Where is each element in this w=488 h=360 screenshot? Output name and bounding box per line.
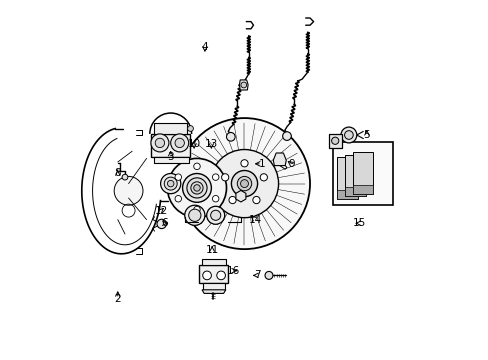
Text: 11: 11 — [205, 245, 218, 255]
Text: 9: 9 — [287, 159, 294, 169]
Polygon shape — [153, 157, 188, 163]
Text: 1: 1 — [258, 159, 264, 169]
Circle shape — [193, 163, 200, 170]
Circle shape — [241, 160, 247, 167]
Polygon shape — [239, 80, 247, 90]
Circle shape — [160, 174, 181, 194]
Circle shape — [193, 206, 200, 213]
Circle shape — [167, 158, 226, 217]
Circle shape — [175, 174, 181, 180]
Circle shape — [175, 195, 181, 202]
Bar — [332, 142, 392, 205]
Text: 10: 10 — [187, 139, 200, 149]
Polygon shape — [199, 265, 228, 283]
Circle shape — [221, 174, 228, 181]
Polygon shape — [202, 290, 225, 293]
Circle shape — [228, 197, 236, 204]
Polygon shape — [352, 152, 373, 194]
Circle shape — [260, 174, 267, 181]
Circle shape — [210, 149, 278, 218]
Circle shape — [264, 271, 272, 279]
Text: 8: 8 — [114, 168, 121, 178]
Circle shape — [151, 134, 168, 152]
Circle shape — [179, 118, 309, 249]
Text: 13: 13 — [204, 139, 218, 149]
Circle shape — [226, 132, 235, 141]
Text: 15: 15 — [352, 218, 366, 228]
Circle shape — [216, 271, 225, 280]
Polygon shape — [345, 155, 366, 196]
Text: 16: 16 — [226, 266, 239, 276]
Polygon shape — [154, 123, 186, 134]
Circle shape — [282, 132, 291, 140]
Circle shape — [193, 185, 200, 191]
Polygon shape — [345, 187, 366, 196]
Text: 6: 6 — [161, 218, 167, 228]
Circle shape — [252, 197, 260, 204]
Polygon shape — [235, 190, 245, 202]
Circle shape — [164, 177, 177, 190]
Circle shape — [206, 206, 224, 224]
Circle shape — [184, 205, 204, 225]
Circle shape — [155, 138, 164, 148]
Circle shape — [212, 174, 219, 180]
Circle shape — [344, 131, 352, 139]
Circle shape — [212, 195, 219, 202]
Circle shape — [114, 176, 142, 205]
Circle shape — [122, 174, 127, 180]
Polygon shape — [273, 153, 285, 166]
Text: 2: 2 — [114, 294, 121, 304]
Text: 5: 5 — [363, 130, 369, 140]
Polygon shape — [203, 283, 224, 290]
Polygon shape — [202, 259, 225, 265]
Circle shape — [210, 210, 220, 220]
Polygon shape — [352, 185, 373, 194]
Circle shape — [241, 82, 246, 88]
Circle shape — [170, 134, 188, 152]
Circle shape — [203, 271, 211, 280]
Text: 4: 4 — [201, 42, 208, 52]
Circle shape — [231, 171, 257, 197]
Circle shape — [175, 138, 184, 148]
Polygon shape — [337, 190, 358, 199]
Circle shape — [186, 178, 206, 198]
Text: 12: 12 — [154, 206, 167, 216]
Text: 3: 3 — [167, 152, 174, 162]
Text: 14: 14 — [248, 215, 262, 225]
Text: 7: 7 — [253, 270, 260, 280]
Polygon shape — [328, 134, 341, 148]
Circle shape — [340, 127, 356, 143]
Circle shape — [240, 180, 248, 188]
Circle shape — [190, 182, 203, 194]
Circle shape — [237, 176, 251, 191]
Circle shape — [188, 209, 201, 221]
Circle shape — [157, 219, 166, 229]
Circle shape — [331, 137, 338, 144]
Polygon shape — [151, 134, 190, 157]
Polygon shape — [337, 157, 358, 199]
Circle shape — [187, 126, 193, 131]
Circle shape — [182, 174, 211, 202]
Circle shape — [167, 180, 174, 187]
